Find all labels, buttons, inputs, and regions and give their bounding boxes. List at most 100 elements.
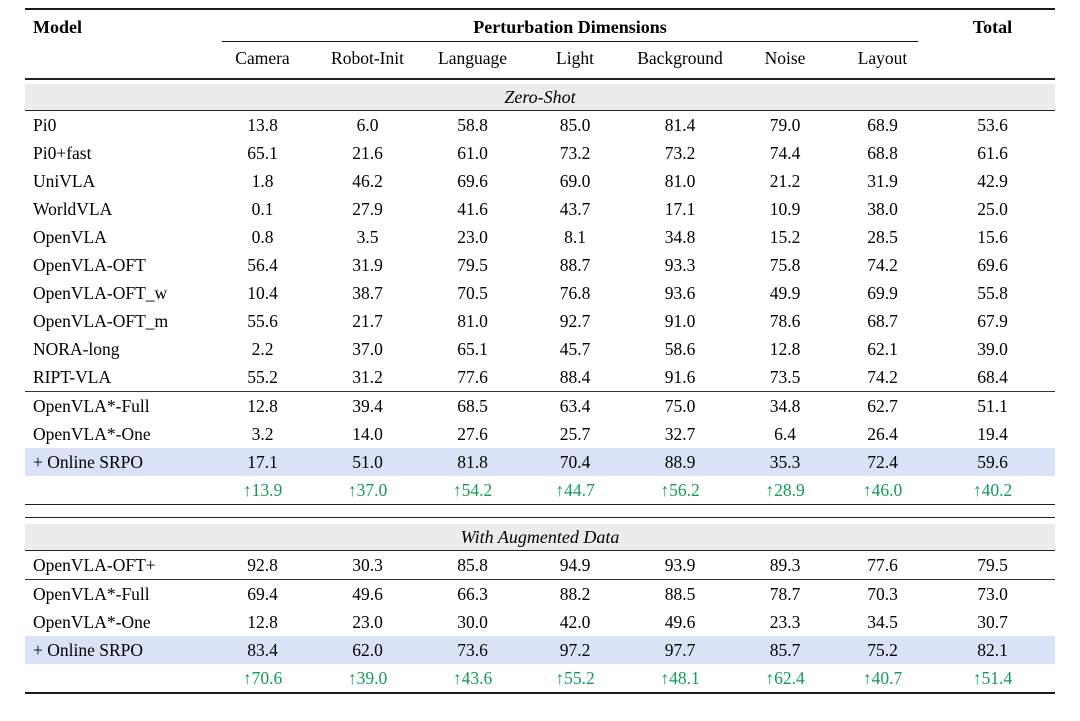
column-header-total: Total: [930, 9, 1056, 80]
cell-model-name: OpenVLA-OFT_w: [33, 283, 168, 303]
cell-value: 12.8: [210, 391, 315, 420]
cell-value: 73.2: [664, 143, 696, 163]
cell-value: 2.2: [251, 339, 274, 359]
section-header-row: Zero-Shot: [25, 79, 1056, 111]
cell-value: 42.0: [559, 612, 591, 632]
cell-value: 85.8: [420, 550, 525, 580]
cell-total-value: 42.9: [977, 171, 1008, 191]
cell-value: 28.5: [867, 227, 898, 247]
cell-value: 74.2: [867, 367, 898, 387]
table-row: OpenVLA*-Full 12.8 39.4 68.5 63.4 75.0 34.8 62.…: [25, 391, 1056, 420]
cell-total-value: 69.6: [977, 255, 1008, 275]
cell-value: 97.2: [525, 636, 625, 664]
cell-value: 26.4: [867, 424, 898, 444]
cell-value: 37.0: [352, 339, 383, 359]
cell-value: 14.0: [352, 424, 383, 444]
cell-value: 12.8: [247, 612, 278, 632]
cell-value: 92.8: [210, 550, 315, 580]
cell-value: 70.5: [457, 283, 488, 303]
cell-value: 79.0: [735, 110, 835, 139]
cell-value: 93.6: [664, 283, 696, 303]
cell-value: 69.4: [210, 579, 315, 608]
cell-total-value: 19.4: [977, 424, 1008, 444]
cell-total-value: 61.6: [977, 143, 1008, 163]
cell-value: 68.8: [867, 143, 898, 163]
cell-value: 88.2: [525, 579, 625, 608]
cell-value: 88.9: [625, 448, 735, 476]
cell-value: 68.7: [867, 311, 898, 331]
cell-delta-value: ↑56.2: [625, 476, 735, 505]
cell-delta-value: ↑43.6: [420, 664, 525, 694]
cell-value: 66.3: [420, 579, 525, 608]
table-row: OpenVLA*-One 3.2 14.0 27.6 25.7 32.7 6.4 26.4 19…: [25, 420, 1055, 448]
column-header-language: Language: [420, 42, 525, 80]
table-header: Model Perturbation Dimensions Total Came…: [25, 9, 1056, 80]
cell-value: 81.4: [625, 110, 735, 139]
delta-row: ↑70.6 ↑39.0 ↑43.6 ↑55.2 ↑48.1 ↑62.4 ↑40.7 ↑51.4: [25, 664, 1056, 694]
cell-model-name: OpenVLA: [33, 227, 107, 247]
section-title: With Augmented Data: [25, 524, 1056, 550]
cell-model-name: Pi0: [25, 110, 210, 139]
cell-value: 79.5: [457, 255, 488, 275]
cell-value: 63.4: [525, 391, 625, 420]
cell-value: 61.0: [457, 143, 488, 163]
section-header-cell: With Augmented Data: [25, 517, 1056, 551]
cell-value: 56.4: [247, 255, 278, 275]
cell-value: 34.8: [664, 227, 696, 247]
cell-total-value: 73.0: [930, 579, 1056, 608]
cell-value: 38.0: [867, 199, 898, 219]
cell-value: 88.4: [559, 367, 591, 387]
section-divider-rule: [25, 504, 1056, 518]
table-row: OpenVLA-OFT+ 92.8 30.3 85.8 94.9 93.9 89.3 77.6…: [25, 550, 1056, 580]
cell-value: 88.5: [625, 579, 735, 608]
cell-value: 30.3: [315, 550, 420, 580]
cell-value: 77.6: [835, 550, 931, 580]
cell-value: 74.2: [867, 255, 898, 275]
cell-value: 65.1: [457, 339, 488, 359]
table-row: Pi0+fast 65.1 21.6 61.0 73.2 73.2 74.4 68.8 61.6: [25, 139, 1055, 167]
cell-value: 32.7: [664, 424, 696, 444]
cell-value: 39.4: [315, 391, 420, 420]
cell-value: 0.1: [251, 199, 274, 219]
cell-value: 10.4: [247, 283, 278, 303]
delta-row: ↑13.9 ↑37.0 ↑54.2 ↑44.7 ↑56.2 ↑28.9 ↑46.0 ↑40.2: [25, 476, 1056, 505]
table-row: NORA-long 2.2 37.0 65.1 45.7 58.6 12.8 62.1 39.0: [25, 335, 1055, 363]
cell-value: 88.7: [559, 255, 591, 275]
cell-value: 1.8: [251, 171, 274, 191]
cell-value: 43.7: [559, 199, 591, 219]
section-header-cell: Zero-Shot: [25, 79, 1056, 111]
section-header-row: With Augmented Data: [25, 517, 1056, 551]
cell-model-name: + Online SRPO: [25, 448, 210, 476]
cell-total-value: 30.7: [977, 612, 1008, 632]
cell-value: 72.4: [835, 448, 931, 476]
cell-value: 10.9: [769, 199, 801, 219]
cell-value: 83.4: [210, 636, 315, 664]
cell-model-name: OpenVLA-OFT_m: [33, 311, 169, 331]
cell-value: 27.9: [352, 199, 383, 219]
cell-value: 35.3: [735, 448, 835, 476]
cell-value: 23.3: [769, 612, 801, 632]
cell-value: 31.2: [352, 367, 383, 387]
cell-model-name: Pi0+fast: [33, 143, 92, 163]
table-row: UniVLA 1.8 46.2 69.6 69.0 81.0 21.2 31.9 42.9: [25, 167, 1055, 195]
cell-model-name: OpenVLA*-Full: [25, 579, 210, 608]
table-row: OpenVLA*-Full 69.4 49.6 66.3 88.2 88.5 78.7 70.…: [25, 579, 1056, 608]
cell-value: 89.3: [735, 550, 835, 580]
table-row: Pi0 13.8 6.0 58.8 85.0 81.4 79.0 68.9 53.6: [25, 110, 1056, 139]
table-row-highlighted: + Online SRPO 83.4 62.0 73.6 97.2 97.7 85.7 75.…: [25, 636, 1056, 664]
cell-value: 21.2: [769, 171, 801, 191]
header-row-1: Model Perturbation Dimensions Total: [25, 9, 1056, 80]
column-header-layout: Layout: [835, 42, 931, 80]
cell-value: 6.0: [315, 110, 420, 139]
cell-model-name: OpenVLA-OFT+: [25, 550, 210, 580]
table-row-highlighted: + Online SRPO 17.1 51.0 81.8 70.4 88.9 35.3 72.…: [25, 448, 1056, 476]
cell-model-name: NORA-long: [33, 339, 120, 359]
cell-value: 38.7: [352, 283, 383, 303]
cell-delta-value: ↑44.7: [525, 476, 625, 505]
cell-delta-value: ↑39.0: [315, 664, 420, 694]
cell-value: 73.5: [769, 367, 801, 387]
cell-value: 70.4: [525, 448, 625, 476]
cell-total-value: 67.9: [977, 311, 1008, 331]
table-body: Zero-Shot Pi0 13.8 6.0 58.8 85.0 81.4 79.0 68.9 5…: [25, 79, 1056, 694]
table-row: OpenVLA-OFT_w 10.4 38.7 70.5 76.8 93.6 49.9 69.…: [25, 279, 1055, 307]
